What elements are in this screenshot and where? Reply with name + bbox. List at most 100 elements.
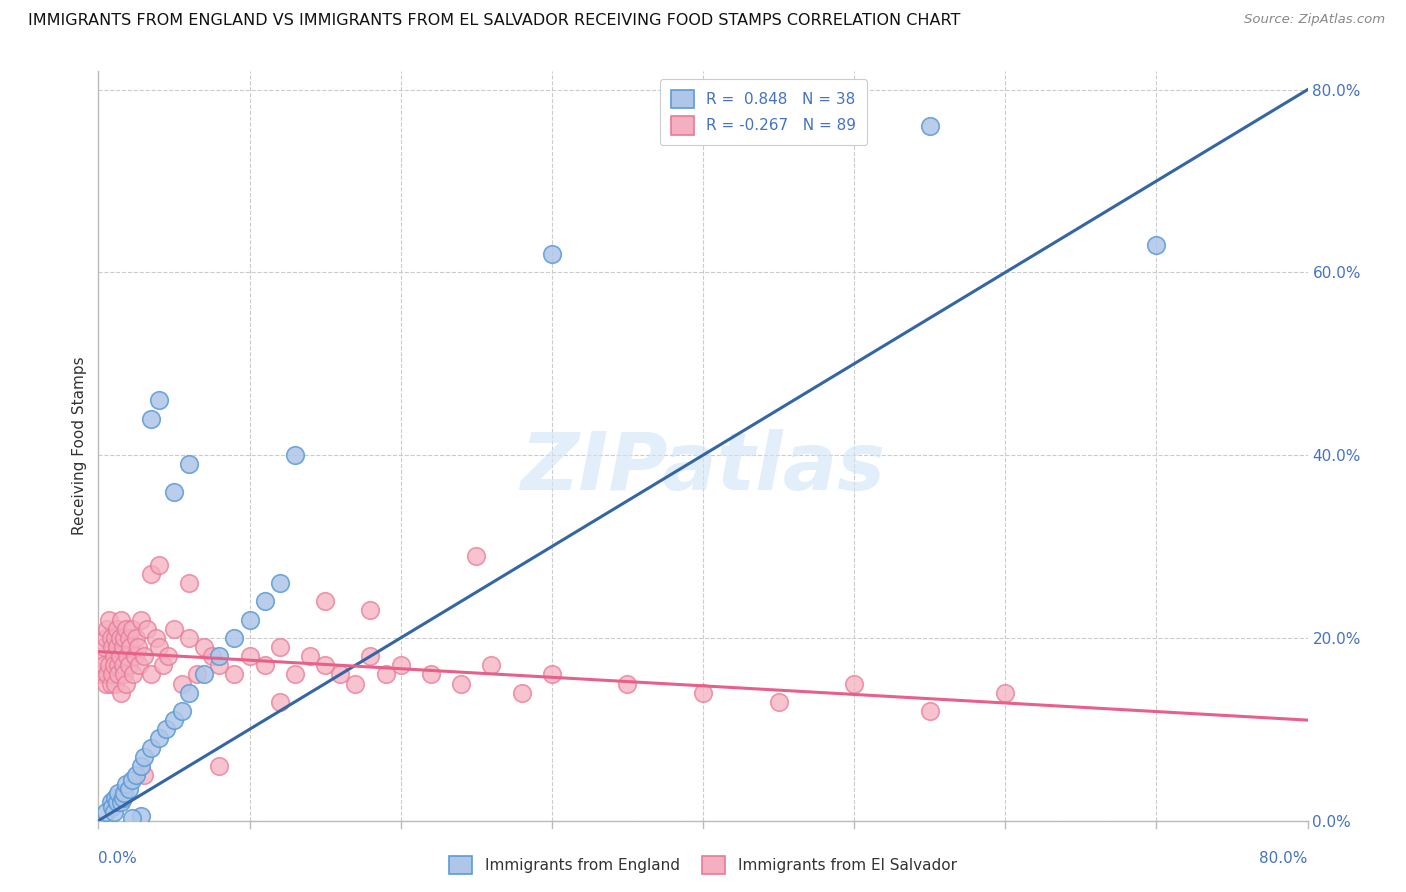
Point — [100, 796, 122, 810]
Point — [101, 800, 124, 814]
Point — [114, 622, 136, 636]
Point — [141, 667, 163, 681]
Point — [768, 695, 790, 709]
Point — [450, 676, 472, 690]
Point — [148, 731, 170, 746]
Point — [110, 796, 132, 810]
Point — [239, 613, 262, 627]
Point — [692, 686, 714, 700]
Point — [112, 786, 135, 800]
Point — [120, 640, 142, 654]
Point — [96, 622, 118, 636]
Point — [103, 649, 125, 664]
Legend: Immigrants from England, Immigrants from El Salvador: Immigrants from England, Immigrants from… — [443, 849, 963, 880]
Text: IMMIGRANTS FROM ENGLAND VS IMMIGRANTS FROM EL SALVADOR RECEIVING FOOD STAMPS COR: IMMIGRANTS FROM ENGLAND VS IMMIGRANTS FR… — [28, 13, 960, 29]
Point — [163, 713, 186, 727]
Point — [132, 749, 155, 764]
Point — [269, 576, 291, 591]
Point — [101, 667, 124, 681]
Point — [107, 786, 129, 800]
Point — [269, 640, 291, 654]
Point — [105, 796, 128, 810]
Text: 80.0%: 80.0% — [1260, 851, 1308, 865]
Point — [314, 594, 336, 608]
Point — [269, 695, 291, 709]
Point — [124, 649, 146, 664]
Point — [94, 676, 117, 690]
Point — [111, 640, 134, 654]
Point — [90, 667, 112, 681]
Point — [108, 631, 131, 645]
Point — [994, 686, 1017, 700]
Point — [111, 658, 134, 673]
Point — [224, 631, 246, 645]
Point — [374, 667, 396, 681]
Point — [100, 631, 122, 645]
Text: Source: ZipAtlas.com: Source: ZipAtlas.com — [1244, 13, 1385, 27]
Point — [110, 613, 132, 627]
Point — [179, 576, 201, 591]
Point — [118, 658, 141, 673]
Point — [128, 658, 150, 673]
Point — [156, 649, 179, 664]
Point — [105, 640, 128, 654]
Point — [114, 676, 136, 690]
Point — [148, 393, 170, 408]
Point — [253, 594, 276, 608]
Point — [360, 649, 382, 664]
Point — [141, 566, 163, 581]
Point — [314, 658, 336, 673]
Point — [101, 640, 124, 654]
Point — [129, 613, 152, 627]
Point — [201, 649, 224, 664]
Point — [93, 640, 115, 654]
Point — [100, 676, 122, 690]
Point — [465, 549, 488, 563]
Point — [389, 658, 412, 673]
Point — [540, 667, 562, 681]
Y-axis label: Receiving Food Stamps: Receiving Food Stamps — [72, 357, 87, 535]
Point — [107, 667, 129, 681]
Point — [94, 631, 117, 645]
Point — [1144, 238, 1167, 252]
Point — [107, 658, 129, 673]
Point — [104, 631, 127, 645]
Point — [91, 649, 114, 664]
Point — [510, 686, 533, 700]
Point — [122, 667, 145, 681]
Point — [121, 622, 143, 636]
Point — [96, 667, 118, 681]
Point — [104, 676, 127, 690]
Point — [163, 622, 186, 636]
Point — [98, 613, 121, 627]
Point — [163, 484, 186, 499]
Point — [918, 704, 941, 718]
Text: ZIPatlas: ZIPatlas — [520, 429, 886, 508]
Point — [93, 658, 115, 673]
Point — [193, 640, 215, 654]
Point — [112, 667, 135, 681]
Point — [329, 667, 352, 681]
Point — [420, 667, 443, 681]
Point — [112, 631, 135, 645]
Point — [127, 640, 149, 654]
Point — [103, 658, 125, 673]
Point — [118, 631, 141, 645]
Point — [132, 649, 155, 664]
Point — [170, 676, 193, 690]
Point — [121, 811, 143, 825]
Point — [103, 805, 125, 819]
Text: 0.0%: 0.0% — [98, 851, 138, 865]
Point — [125, 768, 148, 782]
Point — [284, 448, 307, 462]
Point — [132, 768, 155, 782]
Point — [111, 790, 134, 805]
Point — [125, 631, 148, 645]
Point — [118, 781, 141, 796]
Point — [94, 805, 117, 819]
Point — [299, 649, 322, 664]
Point — [284, 667, 307, 681]
Point — [844, 676, 866, 690]
Point — [208, 759, 231, 773]
Point — [141, 740, 163, 755]
